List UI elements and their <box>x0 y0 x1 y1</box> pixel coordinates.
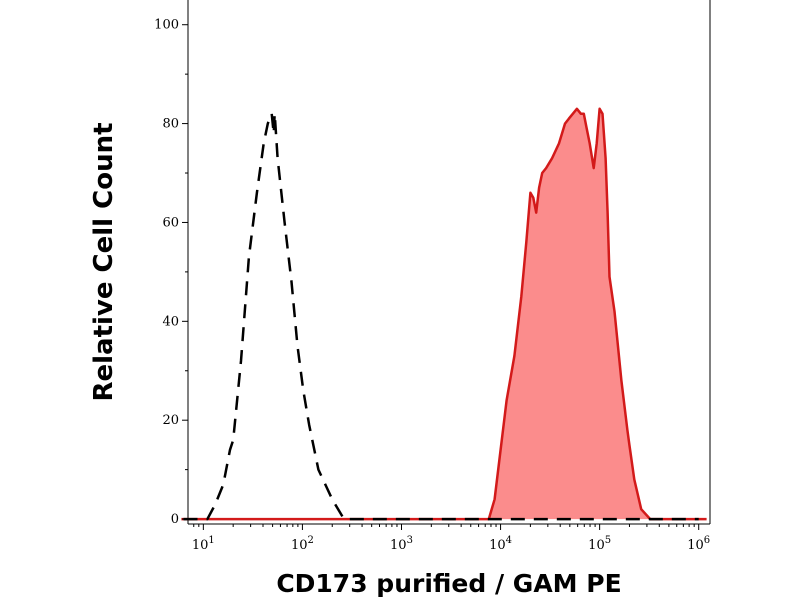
x-axis-title: CD173 purified / GAM PE <box>276 569 621 598</box>
x-axis: 101 102 103 104 105 106 <box>192 524 710 553</box>
plot-frame <box>187 0 711 525</box>
series-1-line <box>181 107 707 521</box>
y-tick-label: 0 <box>171 512 179 527</box>
y-tick-label: 20 <box>162 413 179 428</box>
y-tick-label: 80 <box>162 117 179 132</box>
x-tick-label: 104 <box>489 535 512 553</box>
y-tick-label: 40 <box>162 314 179 329</box>
series-layer <box>181 107 707 521</box>
x-tick-label: 106 <box>687 535 710 553</box>
x-tick-label: 101 <box>192 535 215 553</box>
x-tick-label: 103 <box>390 535 413 553</box>
series-0-line <box>183 112 699 521</box>
y-tick-label: 60 <box>162 215 179 230</box>
x-tick-label: 105 <box>588 535 611 553</box>
y-tick-label: 100 <box>154 18 179 33</box>
y-axis: 0 20 40 60 80 100 <box>154 18 188 527</box>
series-1-area <box>181 108 707 520</box>
y-axis-title: Relative Cell Count <box>89 122 119 401</box>
x-tick-label: 102 <box>291 535 314 553</box>
